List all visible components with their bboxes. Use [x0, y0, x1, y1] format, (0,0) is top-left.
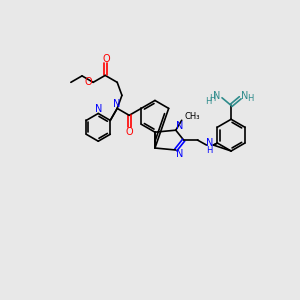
Text: H: H: [247, 94, 253, 103]
Text: N: N: [176, 149, 183, 159]
Text: N: N: [112, 99, 120, 110]
Text: CH₃: CH₃: [185, 112, 200, 121]
Text: N: N: [206, 138, 213, 148]
Text: N: N: [94, 103, 102, 113]
Text: H: H: [209, 94, 215, 103]
Text: N: N: [242, 91, 249, 101]
Text: O: O: [84, 77, 92, 87]
Text: O: O: [125, 127, 133, 137]
Text: O: O: [102, 53, 110, 64]
Text: N: N: [176, 121, 183, 131]
Text: H: H: [205, 97, 211, 106]
Text: N: N: [213, 91, 221, 101]
Text: H: H: [206, 146, 213, 154]
